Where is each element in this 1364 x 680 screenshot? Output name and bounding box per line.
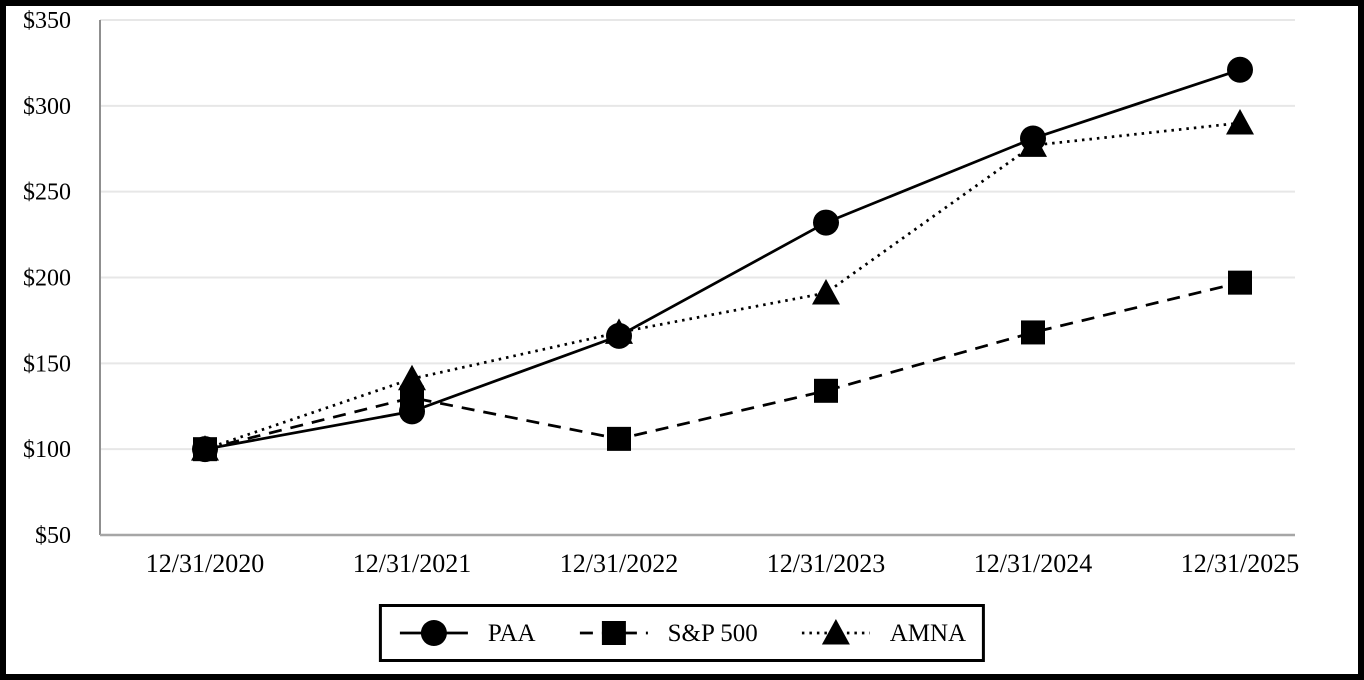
x-tick-labels: 12/31/2020 12/31/2021 12/31/2022 12/31/2023… [146, 549, 1299, 578]
legend-label-paa: PAA [487, 619, 536, 647]
series-2 [191, 109, 1254, 461]
legend-item-paa: PAA [398, 618, 536, 648]
y-tick-label: $300 [23, 94, 71, 120]
paa-solid-circle-line-icon [399, 620, 468, 646]
sp500-dashed-square-line-icon [579, 621, 648, 645]
y-tick-labels: $50 $100 $150 $200 $250 $300 $350 [23, 8, 71, 549]
y-tick-label: $250 [23, 180, 71, 206]
x-tick-label: 12/31/2025 [1181, 549, 1299, 578]
y-tick-label: $200 [23, 266, 71, 292]
amna-dotted-triangle-line-icon [801, 619, 870, 645]
y-tick-label: $50 [35, 523, 71, 549]
x-tick-label: 12/31/2020 [146, 549, 264, 578]
x-tick-label: 12/31/2024 [974, 549, 1092, 578]
x-tick-label: 12/31/2021 [353, 549, 471, 578]
y-tick-label: $100 [23, 437, 71, 463]
y-gridlines [100, 19, 1295, 451]
y-tick-label: $350 [23, 8, 71, 34]
legend-item-sp500: S&P 500 [578, 618, 758, 648]
legend-label-sp500: S&P 500 [667, 619, 758, 647]
x-tick-label: 12/31/2022 [560, 549, 678, 578]
series-0 [192, 56, 1253, 463]
legend-item-amna: AMNA [800, 618, 966, 648]
legend-label-amna: AMNA [889, 619, 967, 647]
series-1 [193, 270, 1252, 462]
chart-legend: PAA S&P 500 AMNA [378, 604, 986, 662]
y-tick-label: $150 [23, 351, 71, 377]
x-tick-label: 12/31/2023 [767, 549, 885, 578]
